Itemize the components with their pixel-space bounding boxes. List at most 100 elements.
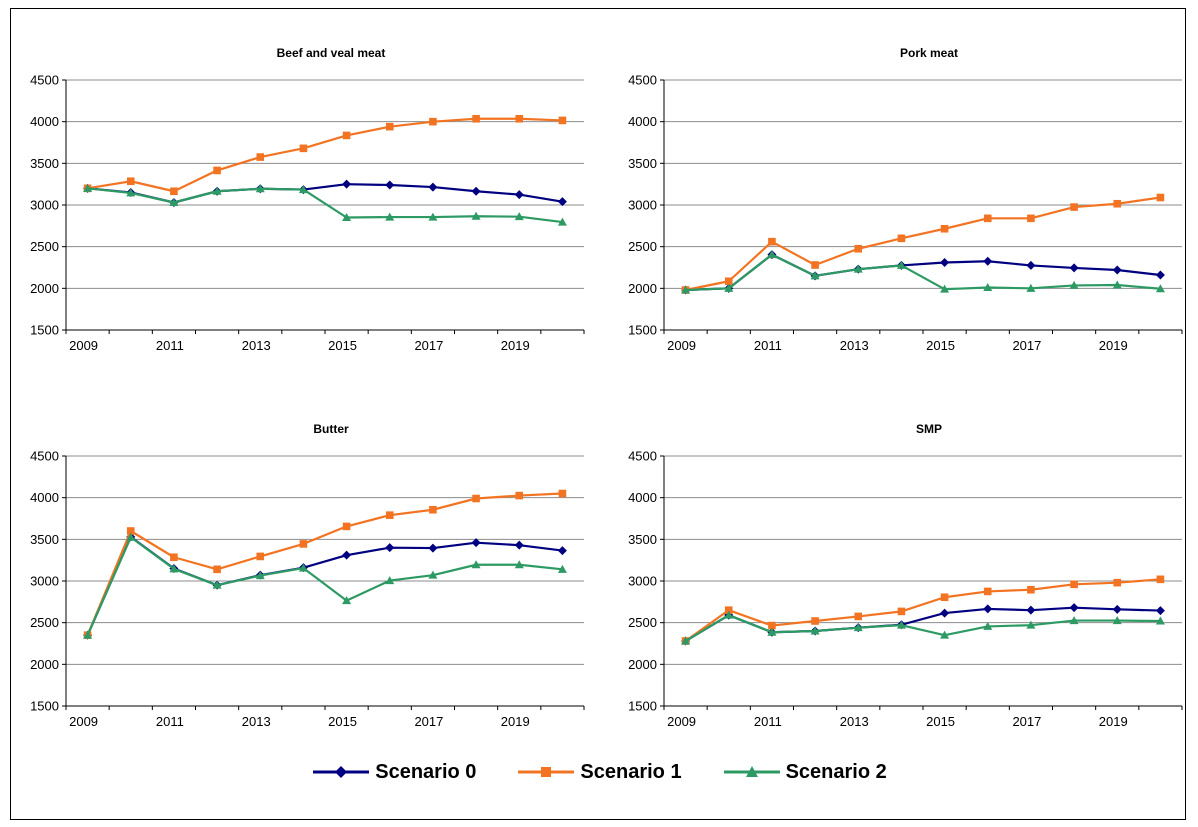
y-tick-label: 1500 bbox=[628, 699, 657, 714]
data-point-scenario-1 bbox=[983, 214, 992, 223]
data-point-scenario-2 bbox=[940, 284, 950, 293]
series-line-scenario-1 bbox=[685, 196, 1161, 292]
data-point-scenario-2 bbox=[1155, 616, 1165, 625]
data-point-scenario-2 bbox=[896, 620, 906, 629]
data-point-scenario-2 bbox=[810, 271, 820, 280]
data-point-scenario-2 bbox=[342, 213, 352, 221]
data-point-scenario-2 bbox=[1155, 284, 1165, 293]
data-point-scenario-2 bbox=[428, 212, 438, 221]
data-point-scenario-1 bbox=[472, 494, 480, 503]
data-point-scenario-0 bbox=[983, 604, 993, 614]
y-tick-label: 4000 bbox=[30, 114, 59, 129]
data-point-scenario-2 bbox=[1069, 616, 1079, 625]
chart-panel-smp: SMP 1500 2000 2500 3000 3500 4000 4500 2009 2011 2… bbox=[612, 406, 1192, 736]
series-line-scenario-1 bbox=[684, 578, 1161, 642]
data-point-scenario-1 bbox=[429, 117, 437, 126]
data-point-scenario-1 bbox=[1156, 575, 1165, 584]
legend-swatch-scenario-1 bbox=[518, 767, 575, 777]
series-line-scenario-2 bbox=[86, 536, 563, 636]
legend-item-scenario-1: Scenario 1 bbox=[516, 761, 682, 784]
data-point-scenario-0 bbox=[557, 546, 567, 556]
data-point-scenario-2 bbox=[385, 576, 395, 585]
legend-swatch-scenario-2 bbox=[723, 766, 780, 777]
data-point-scenario-2 bbox=[681, 285, 691, 294]
data-point-scenario-1 bbox=[1027, 585, 1035, 594]
y-tick-label: 3500 bbox=[30, 532, 59, 547]
chart-panel-butter: Butter 1500 2000 2500 3000 3500 4000 4500 2009 20… bbox=[14, 406, 594, 736]
x-tick-label: 2019 bbox=[501, 338, 530, 353]
data-point-scenario-0 bbox=[940, 608, 950, 618]
data-point-scenario-1 bbox=[724, 606, 733, 614]
data-point-scenario-0 bbox=[471, 186, 481, 196]
data-point-scenario-1 bbox=[385, 122, 394, 131]
data-point-scenario-1 bbox=[1156, 193, 1165, 202]
x-tick-label: 2017 bbox=[414, 714, 443, 729]
data-point-scenario-0 bbox=[1155, 606, 1165, 616]
legend-marker bbox=[335, 766, 348, 778]
data-point-scenario-0 bbox=[342, 550, 352, 560]
y-tick-label: 4000 bbox=[30, 490, 59, 505]
data-point-scenario-1 bbox=[940, 593, 949, 602]
data-point-scenario-0 bbox=[428, 182, 438, 192]
data-point-scenario-2 bbox=[983, 621, 993, 630]
data-point-scenario-1 bbox=[342, 131, 351, 140]
data-point-scenario-1 bbox=[897, 234, 906, 243]
series-line-scenario-1 bbox=[87, 117, 563, 193]
data-point-scenario-1 bbox=[558, 116, 567, 125]
data-point-scenario-2 bbox=[681, 636, 691, 645]
data-point-scenario-2 bbox=[767, 250, 777, 259]
y-tick-label: 1500 bbox=[30, 699, 59, 714]
data-point-scenario-2 bbox=[724, 283, 734, 292]
data-point-scenario-1 bbox=[1113, 199, 1122, 208]
chart-title: Pork meat bbox=[900, 46, 958, 60]
y-tick-label: 2500 bbox=[30, 239, 59, 254]
data-point-scenario-1 bbox=[854, 244, 863, 253]
chart-svg: Pork meat 1500 2000 2500 3000 3500 4000 4500 200… bbox=[628, 46, 1183, 353]
data-point-scenario-2 bbox=[810, 626, 820, 635]
data-point-scenario-1 bbox=[811, 261, 819, 269]
data-point-scenario-2 bbox=[126, 532, 136, 541]
data-point-scenario-1 bbox=[256, 552, 265, 561]
legend-label: Scenario 0 bbox=[375, 760, 477, 783]
x-tick-label: 2011 bbox=[156, 714, 184, 729]
data-point-scenario-2 bbox=[255, 184, 265, 193]
data-point-scenario-2 bbox=[298, 563, 308, 572]
data-point-scenario-1 bbox=[811, 617, 819, 625]
x-tick-label: 2019 bbox=[1099, 714, 1128, 729]
data-point-scenario-1 bbox=[558, 489, 567, 498]
y-tick-label: 3000 bbox=[628, 198, 657, 213]
y-tick-label: 2000 bbox=[628, 657, 657, 672]
y-tick-label: 2000 bbox=[30, 281, 59, 296]
data-point-scenario-0 bbox=[428, 543, 438, 553]
data-point-scenario-0 bbox=[1069, 603, 1079, 613]
data-point-scenario-1 bbox=[299, 540, 308, 548]
legend-item-scenario-0: Scenario 0 bbox=[311, 761, 476, 784]
series-line-scenario-2 bbox=[87, 187, 563, 224]
data-point-scenario-0 bbox=[1155, 270, 1165, 280]
legend-item-scenario-2: Scenario 2 bbox=[722, 761, 887, 784]
y-tick-label: 2500 bbox=[628, 615, 657, 630]
y-tick-label: 4500 bbox=[30, 449, 59, 464]
data-point-scenario-0 bbox=[385, 180, 395, 190]
chart-svg: SMP 1500 2000 2500 3000 3500 4000 4500 2009 2011 2… bbox=[628, 422, 1183, 729]
data-point-scenario-1 bbox=[385, 511, 394, 519]
data-point-scenario-1 bbox=[213, 166, 221, 175]
legend-marker bbox=[541, 767, 552, 777]
x-tick-label: 2015 bbox=[926, 714, 955, 729]
data-point-scenario-2 bbox=[1112, 280, 1122, 289]
data-point-scenario-2 bbox=[1026, 620, 1036, 629]
data-point-scenario-1 bbox=[515, 491, 524, 500]
data-point-scenario-1 bbox=[126, 177, 135, 186]
data-point-scenario-2 bbox=[853, 264, 863, 273]
legend-label: Scenario 2 bbox=[785, 760, 887, 783]
y-tick-label: 3000 bbox=[30, 574, 59, 589]
data-point-scenario-2 bbox=[471, 211, 481, 220]
y-tick-label: 4500 bbox=[628, 449, 657, 464]
y-tick-label: 2500 bbox=[30, 615, 59, 630]
data-point-scenario-1 bbox=[1113, 578, 1122, 587]
data-point-scenario-2 bbox=[169, 564, 179, 573]
x-tick-label: 2019 bbox=[501, 714, 530, 729]
data-point-scenario-1 bbox=[299, 144, 308, 153]
data-point-scenario-0 bbox=[983, 256, 993, 266]
